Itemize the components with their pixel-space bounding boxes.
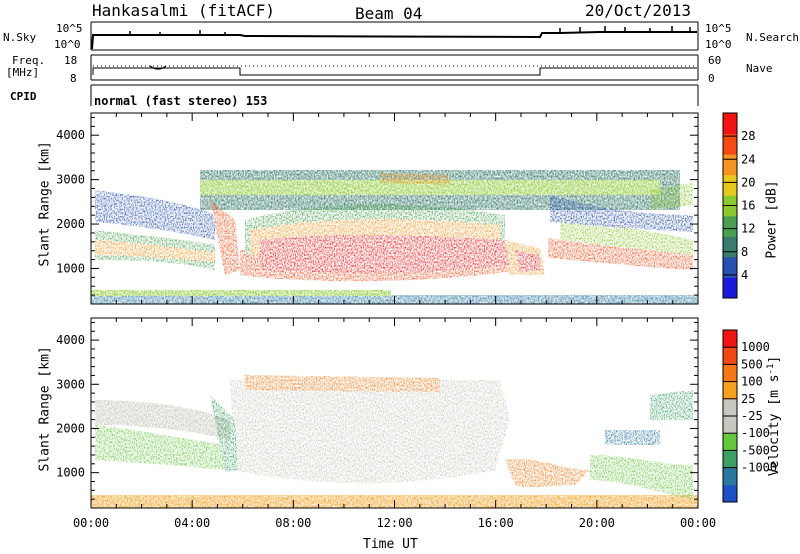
power-colorbar-tick-label: 28 [741, 129, 755, 143]
velocity-colorbar-tick-label: -100 [741, 426, 770, 440]
power-y-axis: 1000 2000 3000 4000 [56, 113, 698, 304]
nsearch-tick-bottom: 10^0 [705, 38, 732, 51]
power-ytick-label: 4000 [56, 128, 85, 142]
power-colorbar-swatch [723, 113, 737, 135]
power-heatmap [91, 170, 698, 304]
power-colorbar: 4 8 12 16 20 24 28 [722, 112, 755, 299]
velocity-heatmap [91, 375, 698, 508]
time-tick-label: 08:00 [275, 516, 311, 530]
velocity-colorbar-swatch [723, 398, 737, 417]
power-ytick-label: 2000 [56, 217, 85, 231]
velocity-colorbar-swatch [723, 347, 737, 365]
velocity-colorbar-tick-label: 1000 [741, 340, 770, 354]
power-colorbar-swatch [723, 277, 737, 299]
velocity-ytick-label: 4000 [56, 333, 85, 347]
velocity-colorbar-label-main: Velocity [m s [767, 374, 783, 477]
time-tick-label: 00:00 [680, 516, 716, 530]
cpid-text: normal (fast stereo) 153 [94, 94, 268, 108]
nsearch-label: N.Search [746, 31, 799, 44]
time-x-axis: 00:00 04:00 08:00 12:00 16:00 20:00 00:00 [73, 516, 716, 530]
time-tick-label: 12:00 [376, 516, 412, 530]
velocity-colorbar-swatch [723, 416, 737, 434]
time-tick-label: 16:00 [478, 516, 514, 530]
nave-tick-bottom: 0 [708, 72, 715, 85]
velocity-colorbar-tick-label: 100 [741, 375, 763, 389]
velocity-ytick-label: 3000 [56, 377, 85, 391]
freq-unit: [MHz] [6, 66, 40, 79]
nsky-label: N.Sky [3, 31, 37, 44]
velocity-colorbar-label-sup: -1 [765, 363, 776, 375]
beam-title: Beam 04 [355, 4, 423, 23]
freq-tick-bottom: 8 [70, 72, 77, 85]
nsearch-tick-top: 10^5 [705, 22, 732, 35]
power-colorbar-tick-label: 20 [741, 175, 755, 189]
velocity-colorbar-swatch [723, 433, 737, 451]
time-tick-label: 20:00 [579, 516, 615, 530]
power-colorbar-tick-label: 4 [741, 268, 748, 282]
velocity-colorbar-swatch [723, 450, 737, 469]
power-colorbar-swatch [723, 174, 737, 196]
velocity-colorbar-tick-label: -25 [741, 409, 763, 423]
nsky-tick-top: 10^5 [56, 22, 83, 35]
power-colorbar-swatch [723, 236, 737, 258]
velocity-colorbar-swatch [723, 364, 737, 383]
power-colorbar-label: Power [dB] [764, 180, 780, 259]
power-colorbar-tick-label: 8 [741, 245, 748, 259]
power-colorbar-tick-label: 16 [741, 199, 755, 213]
velocity-colorbar-swatch [723, 381, 737, 400]
date-title: 20/Oct/2013 [585, 1, 691, 20]
velocity-colorbar-label: Velocity [m s-1] [765, 356, 783, 477]
nsky-tick-bottom: 10^0 [54, 38, 81, 51]
nave-tick-top: 60 [708, 54, 722, 67]
nsky-strip [90, 21, 699, 51]
power-ylabel: Slant Range [km] [37, 141, 53, 267]
power-colorbar-tick-label: 12 [741, 222, 755, 236]
velocity-colorbar-tick-label: 25 [741, 392, 755, 406]
freq-label: Freq. [12, 54, 46, 67]
velocity-colorbar-tick-label: -500 [741, 443, 770, 457]
freq-strip [90, 54, 699, 81]
velocity-ylabel: Slant Range [km] [37, 346, 53, 472]
power-colorbar-swatch [723, 215, 737, 237]
time-tick-label: 00:00 [73, 516, 109, 530]
velocity-ytick-label: 1000 [56, 466, 85, 480]
velocity-colorbar-tick-label: 500 [741, 357, 763, 371]
nave-label: Nave [746, 62, 773, 75]
power-ytick-label: 1000 [56, 261, 85, 275]
power-colorbar-tick-label: 24 [741, 152, 755, 166]
velocity-colorbar-swatch [723, 484, 737, 503]
time-xlabel: Time UT [363, 537, 418, 552]
freq-tick-top: 18 [64, 54, 78, 67]
power-ytick-label: 3000 [56, 173, 85, 187]
velocity-colorbar-tick-label: -1000 [741, 461, 777, 475]
velocity-ytick-label: 2000 [56, 421, 85, 435]
station-title: Hankasalmi (fitACF) [92, 1, 276, 20]
velocity-y-axis: 1000 2000 3000 4000 [56, 318, 698, 508]
velocity-colorbar-label-end: ] [767, 355, 783, 364]
cpid-label: CPID [10, 90, 37, 103]
velocity-colorbar: 1000 500 100 25 -25 -100 -500 -1000 [722, 329, 777, 503]
power-colorbar-swatch [723, 256, 737, 278]
time-tick-label: 04:00 [174, 516, 210, 530]
velocity-colorbar-swatch [723, 330, 737, 348]
velocity-colorbar-swatch [723, 467, 737, 486]
power-colorbar-swatch [723, 133, 737, 155]
power-colorbar-swatch [723, 154, 737, 176]
